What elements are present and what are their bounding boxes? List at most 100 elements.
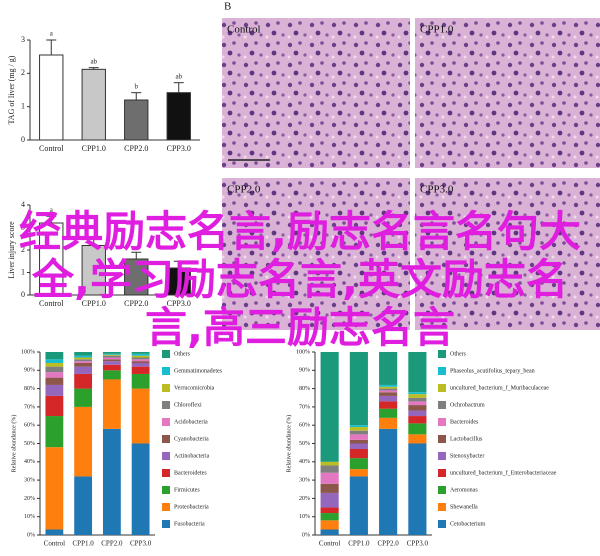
legend-swatch xyxy=(162,350,170,358)
bar-segment xyxy=(379,390,398,393)
bar-segment xyxy=(349,469,368,477)
y-tick-label: 60% xyxy=(24,423,35,429)
bar-segment xyxy=(408,401,427,406)
y-tick-label: 2 xyxy=(21,68,25,77)
legend-label: Ochrobactrum xyxy=(450,402,485,408)
x-tick-label: CPP1.0 xyxy=(73,540,95,548)
y-axis-label: Relative abundance (%) xyxy=(285,415,292,473)
bar-segment xyxy=(131,366,150,374)
x-tick-label: Control xyxy=(39,144,64,153)
bar-segment xyxy=(379,417,398,429)
bar-segment xyxy=(45,395,64,417)
y-tick-label: 40% xyxy=(24,459,35,465)
bar-segment xyxy=(74,359,93,362)
x-tick-label: Control xyxy=(44,540,65,548)
bar-segment xyxy=(74,388,93,407)
y-tick-label: 0% xyxy=(27,532,35,538)
bar-segment xyxy=(408,392,427,395)
legend-label: Cetobacterium xyxy=(450,521,486,527)
bar-segment xyxy=(45,372,64,378)
bar-segment xyxy=(408,434,427,444)
legend-label: Others xyxy=(450,351,467,357)
bar-segment xyxy=(131,361,150,363)
bar-segment xyxy=(102,355,121,358)
legend-swatch xyxy=(438,350,446,358)
bar-segment xyxy=(45,362,64,367)
bar-segment xyxy=(408,423,427,435)
bar-segment xyxy=(131,362,150,367)
bar-segment xyxy=(74,406,93,477)
legend-swatch xyxy=(162,435,170,443)
micrograph xyxy=(222,18,410,168)
bar-segment xyxy=(349,448,368,459)
y-tick-label: 20% xyxy=(24,496,35,502)
bar-segment xyxy=(349,476,368,535)
bar-segment xyxy=(349,434,368,440)
bar-segment xyxy=(102,428,121,535)
legend-swatch xyxy=(438,367,446,375)
bar-segment xyxy=(74,476,93,535)
bar-segment xyxy=(379,408,398,418)
bar-segment xyxy=(320,465,339,473)
bar-segment xyxy=(102,352,121,354)
significance-letter: a xyxy=(50,206,54,214)
legend-label: Bacteroides xyxy=(450,419,479,425)
bar-segment xyxy=(102,370,121,380)
legend-label: Firmicutes xyxy=(174,487,200,493)
significance-letter: a xyxy=(50,30,54,38)
bar-segment xyxy=(74,373,93,389)
legend-label: Acidobacteria xyxy=(174,419,208,425)
legend-label: Lactobacillus xyxy=(450,436,483,442)
x-tick-label: CPP1.0 xyxy=(348,540,370,548)
legend-swatch xyxy=(162,486,170,494)
y-axis-label: TAG of liver (mg / g) xyxy=(7,55,16,124)
legend-label: Stenoxybacter xyxy=(450,453,484,459)
bar-segment xyxy=(131,359,150,362)
bar-segment xyxy=(45,359,64,363)
bar-segment xyxy=(45,447,64,530)
y-tick-label: 30% xyxy=(299,477,310,483)
x-tick-label: CPP2.0 xyxy=(378,540,400,548)
legend-swatch xyxy=(162,401,170,409)
y-tick-label: 2 xyxy=(21,245,25,254)
bar-segment xyxy=(320,352,339,462)
y-tick-label: 10% xyxy=(299,514,310,520)
bar-segment xyxy=(320,513,339,521)
panel-label: CPP2.0 xyxy=(227,184,261,196)
bar-segment xyxy=(408,405,427,411)
bar-segment xyxy=(349,443,368,449)
legend-label: Cyanobacteria xyxy=(174,436,209,442)
legend-label: uncultured_bacterium_f_Enterobacteriacea… xyxy=(450,469,557,476)
bar-segment xyxy=(131,352,150,354)
micrograph xyxy=(415,178,600,330)
x-tick-label: Control xyxy=(319,540,340,548)
y-axis-label: Relative abundance (%) xyxy=(10,415,17,473)
legend-swatch xyxy=(438,435,446,443)
legend-swatch xyxy=(438,452,446,460)
legend-swatch xyxy=(438,503,446,511)
bar-segment xyxy=(408,352,427,393)
y-tick-label: 70% xyxy=(299,404,310,410)
legend-swatch xyxy=(162,469,170,477)
bar-segment xyxy=(320,520,339,530)
y-tick-label: 0 xyxy=(21,135,25,144)
bar-segment xyxy=(379,386,398,389)
bar-segment xyxy=(102,353,121,355)
bar-segment xyxy=(102,364,121,371)
x-tick-label: CPP1.0 xyxy=(82,144,106,153)
y-tick-label: 60% xyxy=(299,423,310,429)
y-axis-label: Liver injury score xyxy=(7,221,16,279)
bar-segment xyxy=(408,397,427,402)
y-tick-label: 100% xyxy=(296,349,310,355)
legend-swatch xyxy=(438,418,446,426)
y-tick-label: 40% xyxy=(299,459,310,465)
x-tick-label: CPP3.0 xyxy=(167,299,191,308)
legend-label: uncultured_bacterium_f_Muribaculaceae xyxy=(450,384,549,391)
legend-label: Bacteroidetes xyxy=(174,470,207,476)
overlay-text: 经典励志名言,励志名言名句大全,学习励志名言,英文励志名言,高三励志名言 xyxy=(19,207,581,352)
x-tick-label: CPP3.0 xyxy=(407,540,429,548)
bar-segment xyxy=(379,384,398,387)
x-tick-label: CPP1.0 xyxy=(82,299,106,308)
